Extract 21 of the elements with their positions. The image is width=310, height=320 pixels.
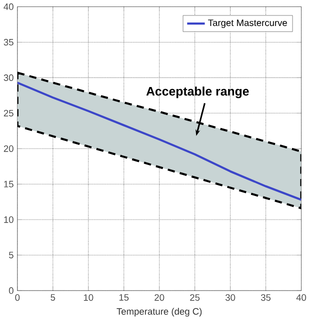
x-tick-label: 40 [296, 294, 306, 301]
x-tick-label: 10 [84, 294, 94, 301]
legend-label: Target Mastercurve [208, 20, 288, 28]
y-tick-label: 30 [4, 74, 14, 81]
x-tick-label: 25 [190, 294, 200, 301]
x-tick-label: 0 [15, 294, 20, 301]
x-tick-label: 15 [119, 294, 129, 301]
x-axis-title: Temperature (deg C) [116, 308, 202, 317]
y-tick-label: 40 [4, 3, 14, 10]
y-tick-label: 0 [9, 287, 14, 294]
x-tick-label: 5 [50, 294, 56, 301]
x-tick-label: 30 [226, 294, 236, 301]
x-tick-label: 20 [154, 294, 164, 301]
y-tick-label: 15 [4, 180, 14, 188]
annotation: Acceptable range [146, 86, 249, 98]
y-tick-label: 5 [9, 252, 14, 258]
y-tick-label: 25 [4, 110, 14, 116]
x-tick-label: 35 [261, 294, 271, 301]
y-tick-label: 20 [4, 145, 14, 152]
y-tick-label: 35 [4, 38, 14, 46]
y-tick-label: 10 [4, 216, 14, 223]
